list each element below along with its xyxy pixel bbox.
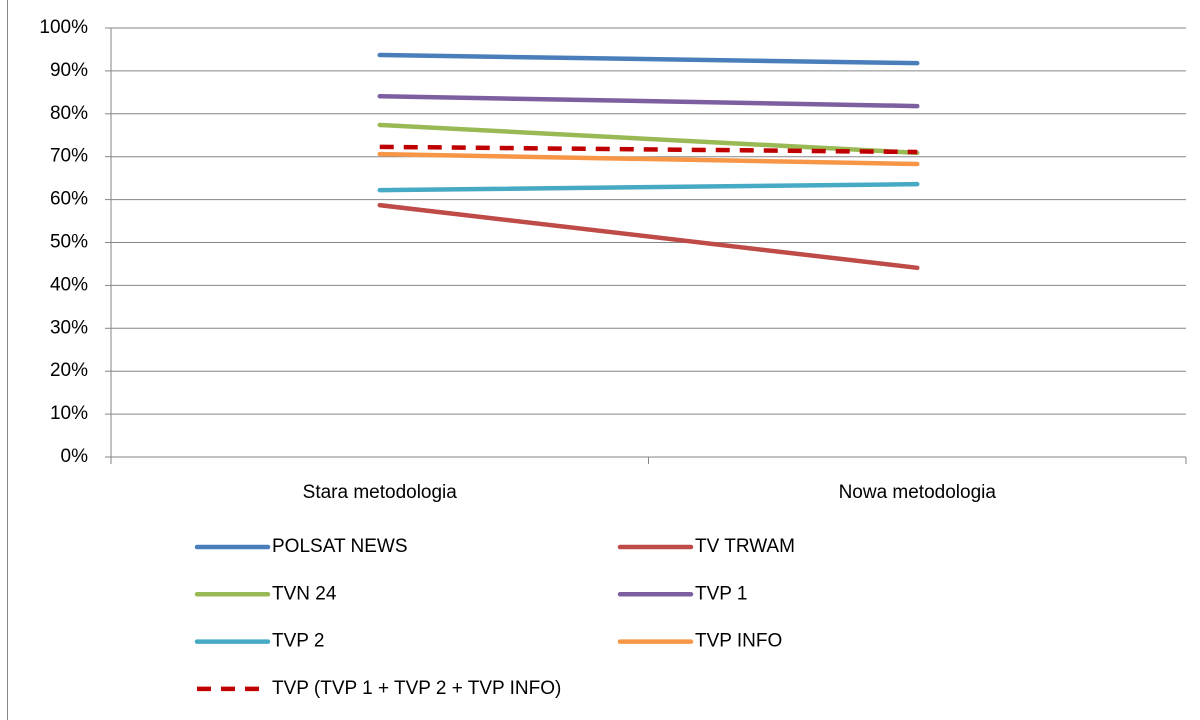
y-tick-label: 80%	[50, 103, 88, 124]
y-tick-label: 10%	[50, 403, 88, 424]
y-tick-label: 70%	[50, 146, 88, 167]
series-line	[377, 52, 920, 66]
y-tick-label: 0%	[61, 446, 89, 467]
series-line	[377, 181, 920, 193]
chart-frame	[7, 0, 8, 720]
series-line	[377, 93, 920, 109]
legend-label: TVP 1	[695, 583, 747, 604]
x-tick-label: Stara metodologia	[303, 482, 458, 503]
series-line	[377, 151, 920, 167]
y-tick-label: 100%	[39, 17, 88, 38]
y-tick-label: 60%	[50, 189, 88, 210]
y-tick-label: 20%	[50, 360, 88, 381]
series-line	[377, 122, 920, 156]
legend-label: TV TRWAM	[695, 536, 795, 557]
x-tick-label: Nowa metodologia	[839, 482, 997, 503]
legend-label: TVP 2	[272, 631, 324, 652]
y-tick-label: 40%	[50, 274, 88, 295]
series-line	[379, 144, 918, 155]
legend-label: TVP INFO	[695, 631, 782, 652]
series-line	[377, 202, 920, 271]
legend-label: TVP (TVP 1 + TVP 2 + TVP INFO)	[272, 678, 561, 699]
y-tick-label: 30%	[50, 317, 88, 338]
legend-label: POLSAT NEWS	[272, 536, 408, 557]
legend-label: TVN 24	[272, 583, 337, 604]
y-tick-label: 50%	[50, 232, 88, 253]
y-tick-label: 90%	[50, 60, 88, 81]
